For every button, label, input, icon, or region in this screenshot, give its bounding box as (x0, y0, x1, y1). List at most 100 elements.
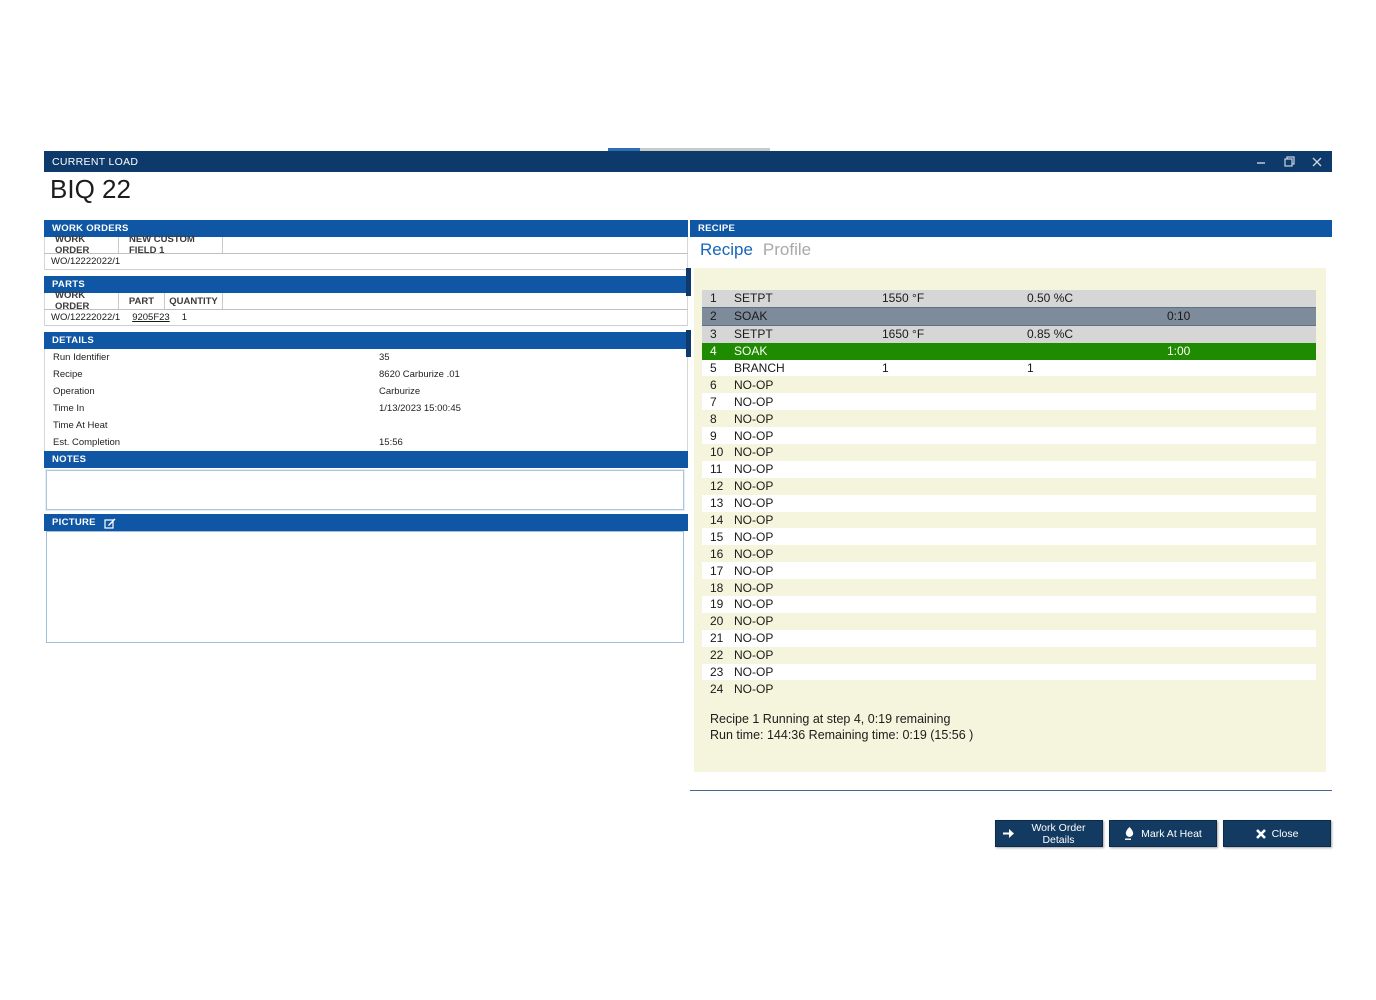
detail-value: Carburize (379, 386, 421, 397)
step-num: 21 (710, 631, 724, 646)
step-op: NO-OP (734, 377, 774, 392)
detail-label: Time In (53, 403, 85, 414)
recipe-step-row[interactable]: 6 NO-OP (702, 376, 1316, 393)
work-order-row[interactable]: WO/12222022/1 (44, 254, 688, 270)
part-number-link[interactable]: 9205F23 (132, 312, 170, 323)
detail-label: Est. Completion (53, 437, 121, 448)
step-op: NO-OP (734, 546, 774, 561)
step-num: 8 (710, 411, 717, 426)
step-num: 3 (710, 327, 717, 342)
mark-at-heat-button[interactable]: Mark At Heat (1109, 820, 1217, 847)
step-op: NO-OP (734, 597, 774, 612)
splitter-mark (686, 330, 691, 357)
step-num: 2 (710, 309, 717, 324)
recipe-step-row[interactable]: 10 NO-OP (702, 444, 1316, 461)
step-num: 6 (710, 377, 717, 392)
recipe-step-row[interactable]: 21 NO-OP (702, 629, 1316, 647)
step-num: 7 (710, 394, 717, 409)
step-num: 4 (710, 344, 717, 359)
col-parts-work-order[interactable]: WORK ORDER (45, 290, 119, 312)
step-op: NO-OP (734, 563, 774, 578)
recipe-step-row[interactable]: 18 NO-OP (702, 579, 1316, 596)
step-p3: 0:10 (1167, 309, 1191, 324)
recipe-step-row[interactable]: 24 NO-OP (702, 680, 1316, 697)
step-op: NO-OP (734, 479, 774, 494)
recipe-step-row[interactable]: 14 NO-OP (702, 512, 1316, 529)
parts-column-headers: WORK ORDER PART QUANTITY (44, 290, 688, 312)
recipe-step-row[interactable]: 1 SETPT 1550 °F 0.50 %C (702, 290, 1316, 307)
step-p2: 0.50 %C (1027, 291, 1074, 306)
tab-recipe[interactable]: Recipe (700, 240, 753, 259)
work-orders-column-headers: WORK ORDER NEW CUSTOM FIELD 1 (44, 234, 688, 256)
recipe-step-row[interactable]: 13 NO-OP (702, 494, 1316, 512)
recipe-section-header: RECIPE (690, 220, 1332, 237)
step-op: NO-OP (734, 428, 774, 443)
recipe-step-row[interactable]: 2 SOAK 0:10 (702, 306, 1316, 326)
recipe-step-row[interactable]: 16 NO-OP (702, 545, 1316, 562)
step-num: 24 (710, 681, 724, 696)
step-op: NO-OP (734, 631, 774, 646)
part-work-order: WO/12222022/1 (51, 312, 121, 323)
step-num: 20 (710, 614, 724, 629)
picture-area[interactable] (46, 531, 684, 643)
close-window-icon[interactable] (1310, 155, 1324, 169)
part-row[interactable]: WO/12222022/1 9205F23 1 (44, 310, 688, 326)
work-order-details-button[interactable]: Work Order Details (995, 820, 1103, 847)
step-op: NO-OP (734, 665, 774, 680)
col-quantity[interactable]: QUANTITY (165, 293, 223, 309)
minimize-icon[interactable] (1254, 155, 1268, 169)
window-titlebar: CURRENT LOAD (44, 151, 1332, 172)
restore-icon[interactable] (1282, 155, 1296, 169)
parts-header: PARTS (44, 276, 688, 293)
close-button[interactable]: Close (1223, 820, 1331, 847)
recipe-step-row[interactable]: 12 NO-OP (702, 478, 1316, 495)
recipe-step-row[interactable]: 7 NO-OP (702, 393, 1316, 411)
details-panel: Run Identifier 35 Recipe 8620 Carburize … (44, 349, 688, 451)
step-p2: 1 (1027, 361, 1034, 375)
step-num: 12 (710, 479, 724, 494)
edit-picture-icon[interactable] (104, 517, 116, 529)
step-op: NO-OP (734, 681, 774, 696)
recipe-step-row[interactable]: 17 NO-OP (702, 562, 1316, 580)
window-controls (1254, 151, 1324, 172)
detail-row-time-in: Time In 1/13/2023 15:00:45 (45, 400, 687, 417)
col-part[interactable]: PART (119, 293, 165, 309)
detail-row-run-identifier: Run Identifier 35 (45, 349, 687, 366)
recipe-step-row[interactable]: 23 NO-OP (702, 663, 1316, 681)
button-label: Work Order Details (1031, 821, 1086, 846)
step-p1: 1 (882, 361, 889, 375)
step-op: NO-OP (734, 496, 774, 511)
work-orders-header: WORK ORDERS (44, 220, 688, 237)
recipe-step-row[interactable]: 15 NO-OP (702, 528, 1316, 546)
part-quantity: 1 (181, 312, 187, 323)
detail-label: Time At Heat (53, 420, 108, 431)
recipe-step-row[interactable]: 20 NO-OP (702, 613, 1316, 630)
step-p3: 1:00 (1167, 344, 1191, 359)
flame-icon (1125, 827, 1134, 840)
detail-row-operation: Operation Carburize (45, 383, 687, 400)
step-p1: 1650 °F (882, 327, 925, 342)
recipe-step-row[interactable]: 4 SOAK 1:00 (702, 342, 1316, 360)
recipe-step-row[interactable]: 11 NO-OP (702, 460, 1316, 478)
recipe-panel: 1 SETPT 1550 °F 0.50 %C 2 SOAK 0:10 3 SETPT 1650 … (694, 268, 1326, 772)
recipe-steps: 1 SETPT 1550 °F 0.50 %C 2 SOAK 0:10 3 SETPT 1650 … (702, 290, 1316, 697)
background-window-edge-gray (640, 148, 770, 151)
recipe-step-row[interactable]: 3 SETPT 1650 °F 0.85 %C (702, 325, 1316, 343)
work-order-number: WO/12222022/1 (51, 256, 121, 267)
step-op: SOAK (734, 309, 768, 324)
detail-label: Recipe (53, 369, 83, 380)
recipe-step-row[interactable]: 22 NO-OP (702, 647, 1316, 664)
background-window-edge-blue (608, 148, 640, 151)
recipe-step-row[interactable]: 9 NO-OP (702, 427, 1316, 445)
step-op: NO-OP (734, 580, 774, 595)
notes-input[interactable] (45, 469, 685, 511)
recipe-tabs: Recipe Profile (700, 240, 811, 260)
step-op: SETPT (734, 327, 773, 342)
recipe-step-row[interactable]: 5 BRANCH 1 1 (702, 359, 1316, 377)
detail-row-time-at-heat: Time At Heat (45, 417, 687, 434)
recipe-step-row[interactable]: 8 NO-OP (702, 410, 1316, 427)
col-work-order[interactable]: WORK ORDER (45, 234, 119, 256)
tab-profile[interactable]: Profile (762, 240, 812, 259)
col-new-custom-field-1[interactable]: NEW CUSTOM FIELD 1 (119, 234, 223, 256)
recipe-step-row[interactable]: 19 NO-OP (702, 596, 1316, 613)
